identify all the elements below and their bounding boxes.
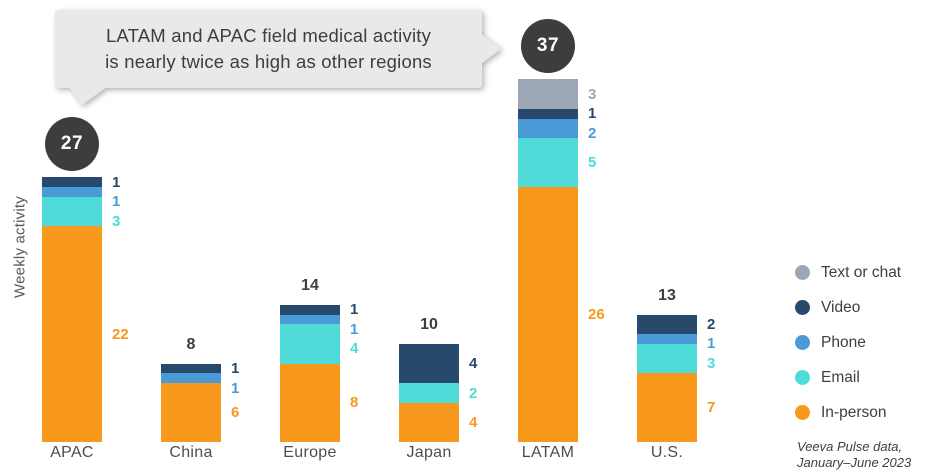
category-label-u-s: U.S.: [650, 444, 684, 461]
legend-dot-phone-icon: [795, 335, 810, 350]
legend-item-video: Video: [795, 290, 901, 325]
bar-segment-in-person: [637, 373, 697, 442]
bar-segment-email: [518, 138, 578, 188]
segment-value-label: 3: [588, 85, 597, 103]
bar-segment-email: [399, 383, 459, 403]
bar-segment-email: [280, 324, 340, 364]
source-note: Veeva Pulse data, January–June 2023: [797, 439, 911, 471]
bar-segment-phone: [518, 118, 578, 139]
bar-segment-in-person: [280, 363, 340, 442]
total-label-europe: 14: [301, 276, 319, 294]
category-label-china: China: [169, 444, 213, 461]
bar-segment-video: [518, 108, 578, 119]
segment-value-label: 1: [112, 193, 121, 211]
segment-value-label: 4: [469, 355, 478, 373]
bar-segment-video: [42, 177, 102, 188]
segment-value-label: 26: [588, 306, 605, 324]
legend-item-in-person: In-person: [795, 395, 901, 430]
legend-item-text-or-chat: Text or chat: [795, 255, 901, 290]
segment-value-label: 22: [112, 325, 129, 343]
legend-dot-video-icon: [795, 300, 810, 315]
total-label-u-s: 13: [658, 286, 676, 304]
bar-segment-email: [42, 197, 102, 227]
legend-item-phone: Phone: [795, 325, 901, 360]
legend-dot-email-icon: [795, 370, 810, 385]
legend-label-text-or-chat: Text or chat: [821, 263, 902, 281]
legend-label-phone: Phone: [821, 333, 866, 351]
segment-value-label: 2: [707, 315, 716, 333]
source-note-line2: January–June 2023: [797, 455, 912, 470]
bar-segment-in-person: [161, 383, 221, 442]
bar-segment-phone: [161, 373, 221, 384]
segment-value-label: 5: [588, 154, 597, 172]
callout-box: LATAM and APAC field medical activity is…: [55, 10, 501, 105]
legend-item-email: Email: [795, 360, 901, 395]
callout-tail-right-icon: [481, 34, 501, 64]
legend-dot-text-or-chat-icon: [795, 265, 810, 280]
bar-segment-phone: [42, 187, 102, 197]
legend-label-video: Video: [821, 298, 861, 316]
segment-value-label: 7: [707, 399, 716, 417]
bar-segment-in-person: [399, 402, 459, 442]
segment-value-label: 3: [707, 354, 716, 372]
segment-value-label: 1: [707, 335, 716, 353]
category-label-apac: APAC: [50, 444, 94, 461]
bar-segment-in-person: [518, 187, 578, 442]
callout-bubble: LATAM and APAC field medical activity is…: [55, 10, 501, 105]
segment-value-label: 6: [231, 404, 240, 422]
segment-value-label: 1: [112, 173, 121, 191]
bar-segment-phone: [637, 334, 697, 344]
bar-segment-email: [637, 344, 697, 374]
bar-segment-video: [399, 344, 459, 384]
callout-text-line2: is nearly twice as high as other regions: [105, 51, 432, 72]
total-label-china: 8: [186, 335, 196, 353]
segment-value-label: 8: [350, 394, 359, 412]
source-note-line1: Veeva Pulse data,: [797, 439, 903, 454]
segment-value-label: 1: [231, 360, 240, 377]
legend-dot-in-person-icon: [795, 405, 810, 420]
segment-value-label: 4: [469, 413, 478, 431]
bar-segment-text-or-chat: [518, 79, 578, 109]
category-label-europe: Europe: [283, 444, 337, 461]
callout-text-line1: LATAM and APAC field medical activity: [105, 25, 432, 46]
callout-tail-down-icon: [69, 87, 107, 105]
segment-value-label: 2: [469, 384, 478, 402]
total-badge-latam: 37: [521, 19, 575, 74]
legend-label-email: Email: [821, 368, 860, 386]
legend: Text or chat Video Phone Email In-person: [795, 255, 901, 430]
y-axis-label: Weekly activity: [11, 196, 29, 298]
bar-segment-video: [637, 314, 697, 335]
segment-value-label: 3: [112, 212, 121, 230]
segment-value-label: 1: [350, 320, 359, 338]
bar-segment-in-person: [42, 226, 102, 442]
segment-value-label: 1: [231, 379, 240, 397]
total-label-japan: 10: [420, 316, 438, 333]
segment-value-label: 4: [350, 340, 359, 358]
bar-segment-video: [280, 304, 340, 315]
segment-value-label: 1: [588, 105, 597, 123]
bar-segment-phone: [280, 314, 340, 325]
total-badge-apac: 27: [45, 117, 99, 172]
category-label-latam: LATAM: [521, 444, 575, 461]
category-label-japan: Japan: [406, 444, 452, 461]
segment-value-label: 2: [588, 124, 597, 142]
legend-label-in-person: In-person: [821, 403, 887, 421]
segment-value-label: 1: [350, 301, 359, 319]
bar-segment-video: [161, 363, 221, 374]
